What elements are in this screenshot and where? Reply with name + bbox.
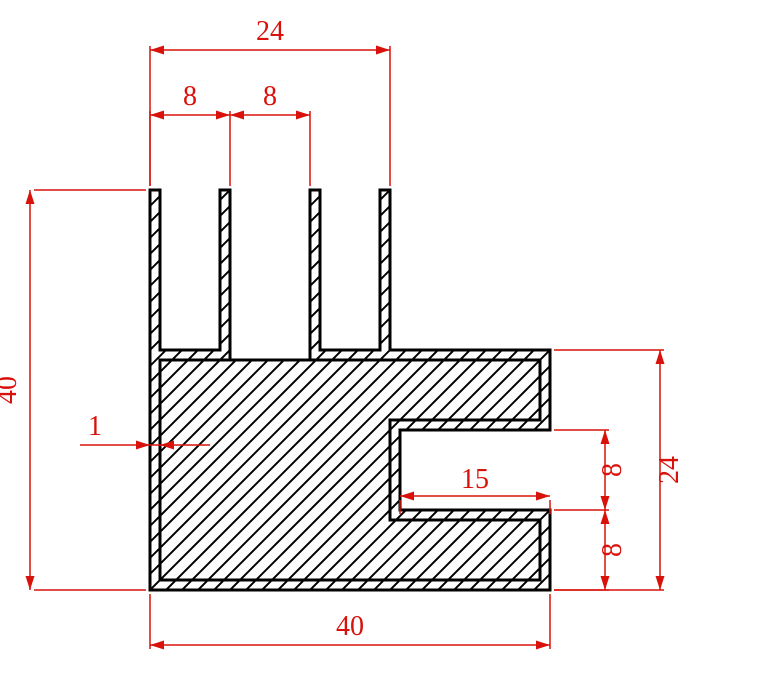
dim-8b-top: 8 [263, 81, 277, 112]
dim-8a-top: 8 [183, 81, 197, 112]
dim-40-bot: 40 [336, 611, 364, 642]
dim-1-wall: 1 [88, 411, 102, 442]
dim-24-right: 24 [654, 456, 685, 484]
dim-40-left: 40 [0, 376, 23, 404]
dim-24-top: 24 [256, 16, 284, 47]
dim-8b-right: 8 [597, 543, 628, 557]
dim-8a-right: 8 [597, 463, 628, 477]
dim-15-depth: 15 [461, 464, 489, 495]
